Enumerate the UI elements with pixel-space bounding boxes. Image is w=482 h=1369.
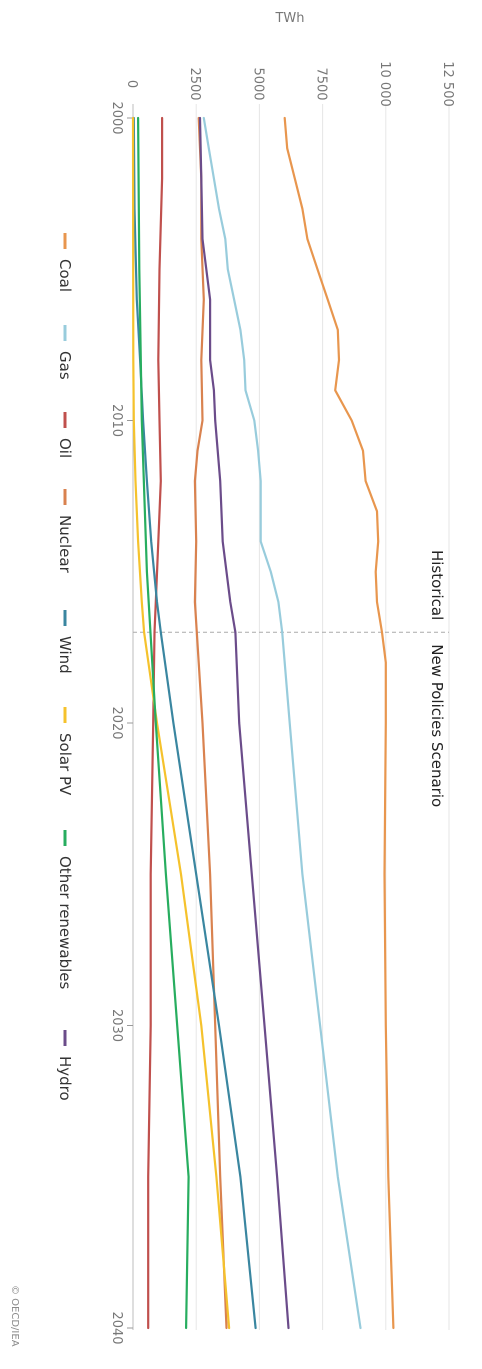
y-tick-label: 10 000	[377, 61, 392, 107]
legend-label: Coal	[56, 259, 74, 292]
legend-label: Hydro	[56, 1056, 74, 1101]
legend-item[interactable]: Hydro	[56, 1030, 74, 1101]
x-tick-label: 2030	[109, 1009, 124, 1042]
legend-item[interactable]: Gas	[56, 325, 74, 380]
x-tick-label: 2020	[109, 706, 124, 739]
unit-label: TWh	[274, 11, 304, 26]
series-line-solar-pv	[131, 116, 231, 1330]
legend-item[interactable]: Nuclear	[56, 489, 74, 574]
y-tick-label: 0	[124, 80, 139, 88]
legend-label: Wind	[56, 636, 74, 674]
legend-label: Oil	[56, 438, 74, 458]
series-line-nuclear	[193, 116, 228, 1330]
y-tick-label: 5000	[250, 67, 265, 100]
x-axis-ticks: 2000 2010 2020 2030 2040	[109, 101, 133, 1345]
series-line-wind	[132, 116, 257, 1330]
x-tick-label: 2010	[109, 404, 124, 437]
legend-label: Nuclear	[56, 515, 74, 574]
series-lines	[131, 116, 395, 1330]
phase-divider: Historical New Policies Scenario	[133, 550, 449, 807]
series-line-coal	[283, 116, 395, 1330]
x-tick-label: 2040	[109, 1311, 124, 1344]
legend-label: Other renewables	[56, 856, 74, 990]
historical-label: Historical	[428, 550, 446, 620]
gridlines	[132, 104, 450, 1330]
y-tick-label: 7500	[314, 67, 329, 100]
legend-item[interactable]: Solar PV	[56, 707, 74, 796]
series-line-hydro	[198, 116, 290, 1330]
legend-item[interactable]: Other renewables	[56, 830, 74, 990]
legend-label: Solar PV	[56, 733, 74, 796]
legend-item[interactable]: Oil	[56, 412, 74, 458]
legend-label: Gas	[56, 351, 74, 380]
legend-item[interactable]: Wind	[56, 610, 74, 674]
y-axis-ticks: 0 2500 5000 7500 10 000 12 500	[124, 61, 455, 107]
scenario-label: New Policies Scenario	[428, 644, 446, 807]
chart-labels: TWh © OECD/IEA	[9, 11, 305, 1347]
legend-item[interactable]: Coal	[56, 233, 74, 292]
series-line-gas	[202, 116, 362, 1330]
x-tick-label: 2000	[109, 101, 124, 134]
y-tick-label: 12 500	[440, 61, 455, 107]
y-tick-label: 2500	[187, 67, 202, 100]
series-line-oil	[147, 116, 164, 1330]
series-line-other-renewables	[137, 116, 190, 1330]
legend[interactable]: Coal Gas Oil Nuclear Wind Solar PV Other renew…	[56, 233, 74, 1101]
credit-label: © OECD/IEA	[9, 1285, 20, 1347]
